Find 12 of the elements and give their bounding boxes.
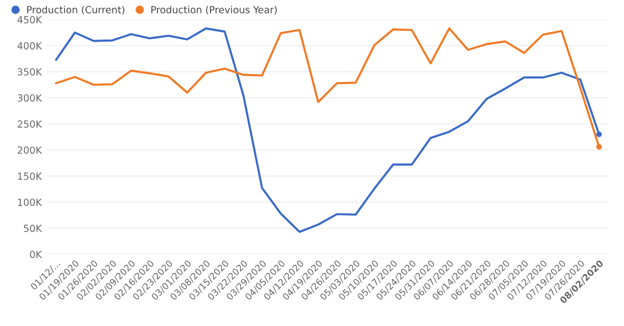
y-tick-label: 0K bbox=[30, 250, 42, 258]
y-tick-label: 250K bbox=[18, 120, 42, 128]
y-tick-label: 300K bbox=[18, 94, 42, 102]
y-tick-label: 50K bbox=[24, 224, 42, 232]
legend-label: Production (Previous Year) bbox=[151, 6, 277, 15]
legend-label: Production (Current) bbox=[27, 6, 124, 15]
y-tick-label: 150K bbox=[18, 172, 42, 180]
y-tick-label: 200K bbox=[18, 146, 42, 154]
y-tick-label: 350K bbox=[18, 68, 42, 76]
y-tick-label: 100K bbox=[18, 198, 42, 206]
y-tick-label: 400K bbox=[17, 42, 42, 50]
y-tick-label: 450K bbox=[17, 16, 42, 24]
